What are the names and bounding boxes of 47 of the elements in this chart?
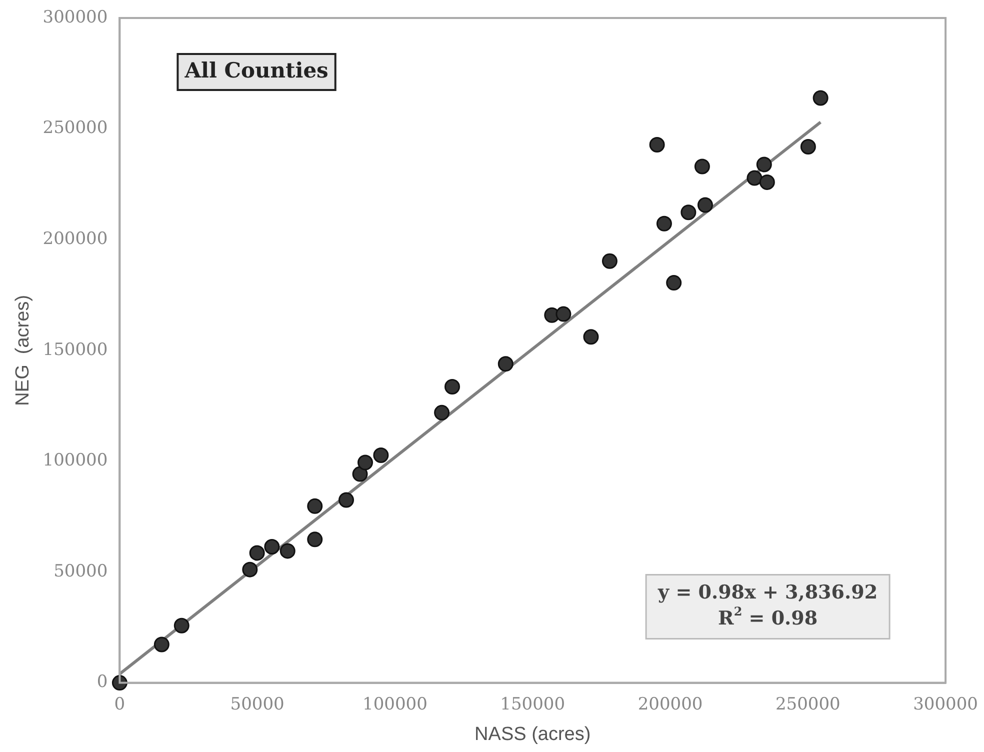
point <box>174 618 190 634</box>
point <box>812 90 828 106</box>
y-tick-label: 100000 <box>42 450 108 471</box>
point <box>249 545 265 561</box>
point <box>656 216 672 232</box>
point <box>694 158 710 174</box>
point <box>358 454 373 470</box>
point <box>697 197 713 213</box>
point <box>373 447 389 463</box>
y-tick-label: 250000 <box>42 118 108 138</box>
point <box>434 404 450 420</box>
point <box>666 275 682 291</box>
point <box>680 204 696 220</box>
y-tick-label: 200000 <box>42 229 108 250</box>
point <box>583 329 599 345</box>
x-tick-label: 50000 <box>230 694 284 714</box>
point <box>280 543 296 559</box>
point <box>556 306 572 322</box>
point <box>602 253 618 269</box>
x-tick-label: 250000 <box>775 694 840 714</box>
x-tick-label: 200000 <box>638 694 703 714</box>
y-tick-label: 300000 <box>42 7 108 28</box>
x-tick-label: 100000 <box>362 694 428 714</box>
annotation: y = 0.98x + 3,836.92 <box>657 582 878 604</box>
point <box>746 170 762 186</box>
y-tick-label: 50000 <box>54 561 108 582</box>
point <box>444 378 460 394</box>
point <box>756 156 772 172</box>
point <box>338 492 354 508</box>
x-tick-label: 150000 <box>500 694 566 714</box>
point <box>498 356 514 372</box>
annotation: All Counties <box>184 57 328 82</box>
x-axis-title: NASS (acres) <box>474 724 591 745</box>
point <box>759 174 775 190</box>
y-axis-title: NEG (acres) <box>12 294 34 406</box>
x-tick-label: 0 <box>114 694 126 714</box>
x-tick-label: 300000 <box>913 694 978 714</box>
point <box>242 562 258 578</box>
point <box>800 139 816 154</box>
point <box>154 636 170 652</box>
y-tick-label: 150000 <box>42 340 108 360</box>
point <box>352 466 368 482</box>
point <box>307 532 323 548</box>
point <box>264 538 280 554</box>
point <box>307 498 323 514</box>
point <box>649 137 665 153</box>
y-tick-label: 0 <box>96 672 108 692</box>
